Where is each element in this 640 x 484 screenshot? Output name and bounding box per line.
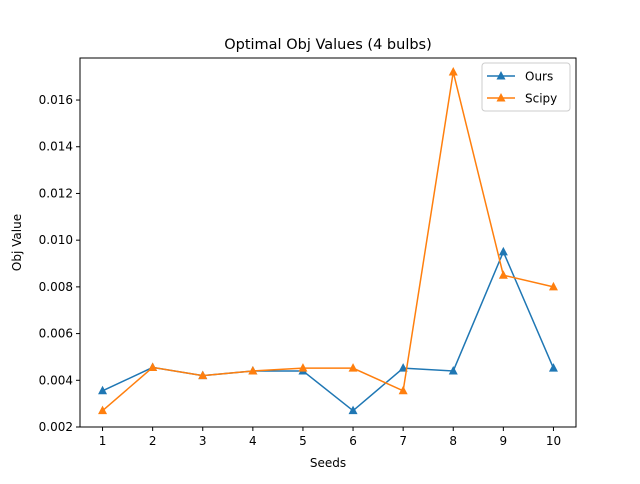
- data-point-scipy: [398, 385, 408, 395]
- data-point-scipy: [298, 363, 308, 372]
- legend-marker-ours: [496, 71, 506, 80]
- x-axis-ticks: 1 2 3 4 5 6 7 8 9 10: [99, 427, 561, 448]
- plot-frame: [79, 57, 577, 428]
- chart-title: Optimal Obj Values (4 bulbs): [224, 37, 432, 53]
- x-tick-label: 1: [99, 434, 107, 448]
- x-tick-label: 2: [149, 434, 157, 448]
- y-tick-label: 0.004: [39, 373, 73, 387]
- data-point-scipy: [448, 67, 458, 76]
- data-point-ours: [348, 405, 358, 415]
- x-tick-label: 5: [299, 434, 307, 448]
- y-tick-label: 0.010: [39, 233, 73, 247]
- data-point-scipy: [198, 370, 208, 380]
- data-point-scipy: [498, 270, 508, 279]
- y-tick-label: 0.014: [39, 140, 73, 154]
- x-tick-label: 10: [546, 434, 561, 448]
- y-tick-label: 0.008: [39, 280, 73, 294]
- legend: Ours Scipy: [481, 62, 571, 112]
- x-tick-label: 7: [399, 434, 407, 448]
- x-tick-label: 8: [449, 434, 457, 448]
- data-point-scipy: [248, 365, 258, 375]
- y-tick-label: 0.016: [39, 93, 73, 107]
- data-point-ours: [448, 365, 458, 375]
- x-tick-label: 3: [199, 434, 207, 448]
- legend-items: Ours Scipy: [487, 70, 557, 106]
- y-axis-ticks: 0.002 0.004 0.006 0.008 0.010 0.012 0.014 0.016: [39, 93, 80, 434]
- x-tick-label: 4: [249, 434, 257, 448]
- x-tick-label: 9: [500, 434, 508, 448]
- data-point-scipy: [148, 362, 158, 371]
- legend-label-scipy: Scipy: [525, 92, 557, 106]
- data-point-scipy: [348, 363, 358, 372]
- legend-label-ours: Ours: [525, 70, 553, 84]
- x-tick-label: 6: [349, 434, 357, 448]
- y-tick-label: 0.006: [39, 327, 73, 341]
- data-point-ours: [498, 246, 508, 256]
- y-tick-label: 0.012: [39, 186, 73, 200]
- data-point-ours: [548, 363, 558, 372]
- data-point-ours: [398, 363, 408, 372]
- data-point-scipy: [548, 281, 558, 291]
- x-axis-label: Seeds: [310, 456, 346, 470]
- y-axis-label: Obj Value: [10, 214, 24, 271]
- series-layer: [98, 67, 558, 415]
- legend-marker-scipy: [496, 93, 506, 102]
- y-tick-label: 0.002: [39, 420, 73, 434]
- data-point-ours: [98, 385, 108, 395]
- series-line-scipy: [102, 71, 554, 412]
- data-point-scipy: [98, 405, 108, 415]
